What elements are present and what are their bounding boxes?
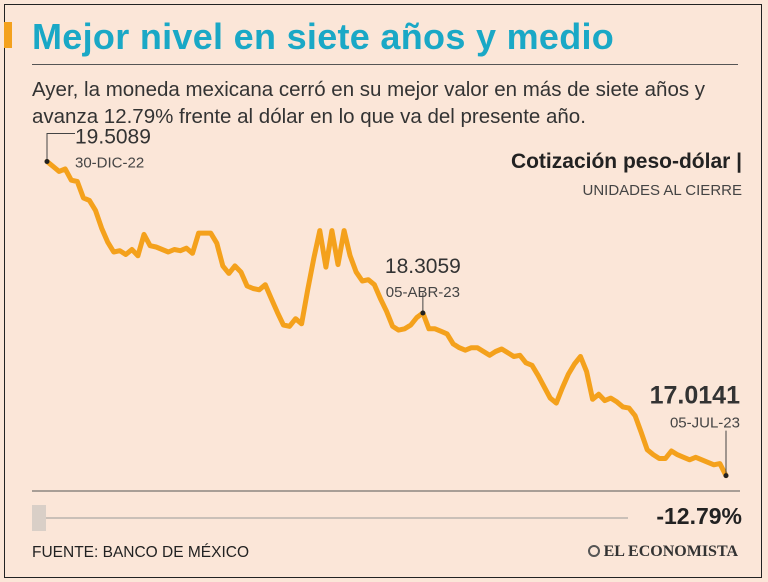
annotation-leader (46, 132, 75, 162)
infographic-frame (4, 4, 762, 578)
title-accent-bar (4, 22, 12, 48)
page-title: Mejor nivel en siete años y medio (32, 16, 615, 57)
brand-name: EL ECONOMISTA (603, 543, 738, 560)
annotation-point (420, 310, 426, 316)
subtitle: Ayer, la moneda mexicana cerró en su mej… (32, 78, 706, 128)
series-line-peso-dolar (44, 159, 729, 479)
annotation-point (44, 158, 50, 164)
annotation-value: 18.3059 (385, 255, 461, 278)
brand-mark-icon (587, 545, 600, 557)
change-track-cap (32, 505, 46, 531)
annotation-point (723, 473, 729, 479)
percent-change-value: -12.79% (656, 503, 742, 529)
source-note: FUENTE: BANCO DE MÉXICO (32, 544, 250, 561)
annotation-value: 17.0141 (650, 382, 740, 410)
annotation-value: 19.5089 (75, 125, 151, 148)
annotation-date: 05-JUL-23 (670, 415, 740, 432)
brand-logo: EL ECONOMISTA (587, 543, 738, 561)
series-label: Cotización peso-dólar | (510, 150, 742, 173)
annotation-date: 30-DIC-22 (75, 154, 144, 171)
title-divider (32, 64, 738, 65)
series-unit-label: UNIDADES AL CIERRE (582, 182, 743, 199)
annotation-date: 05-ABR-23 (386, 284, 460, 301)
